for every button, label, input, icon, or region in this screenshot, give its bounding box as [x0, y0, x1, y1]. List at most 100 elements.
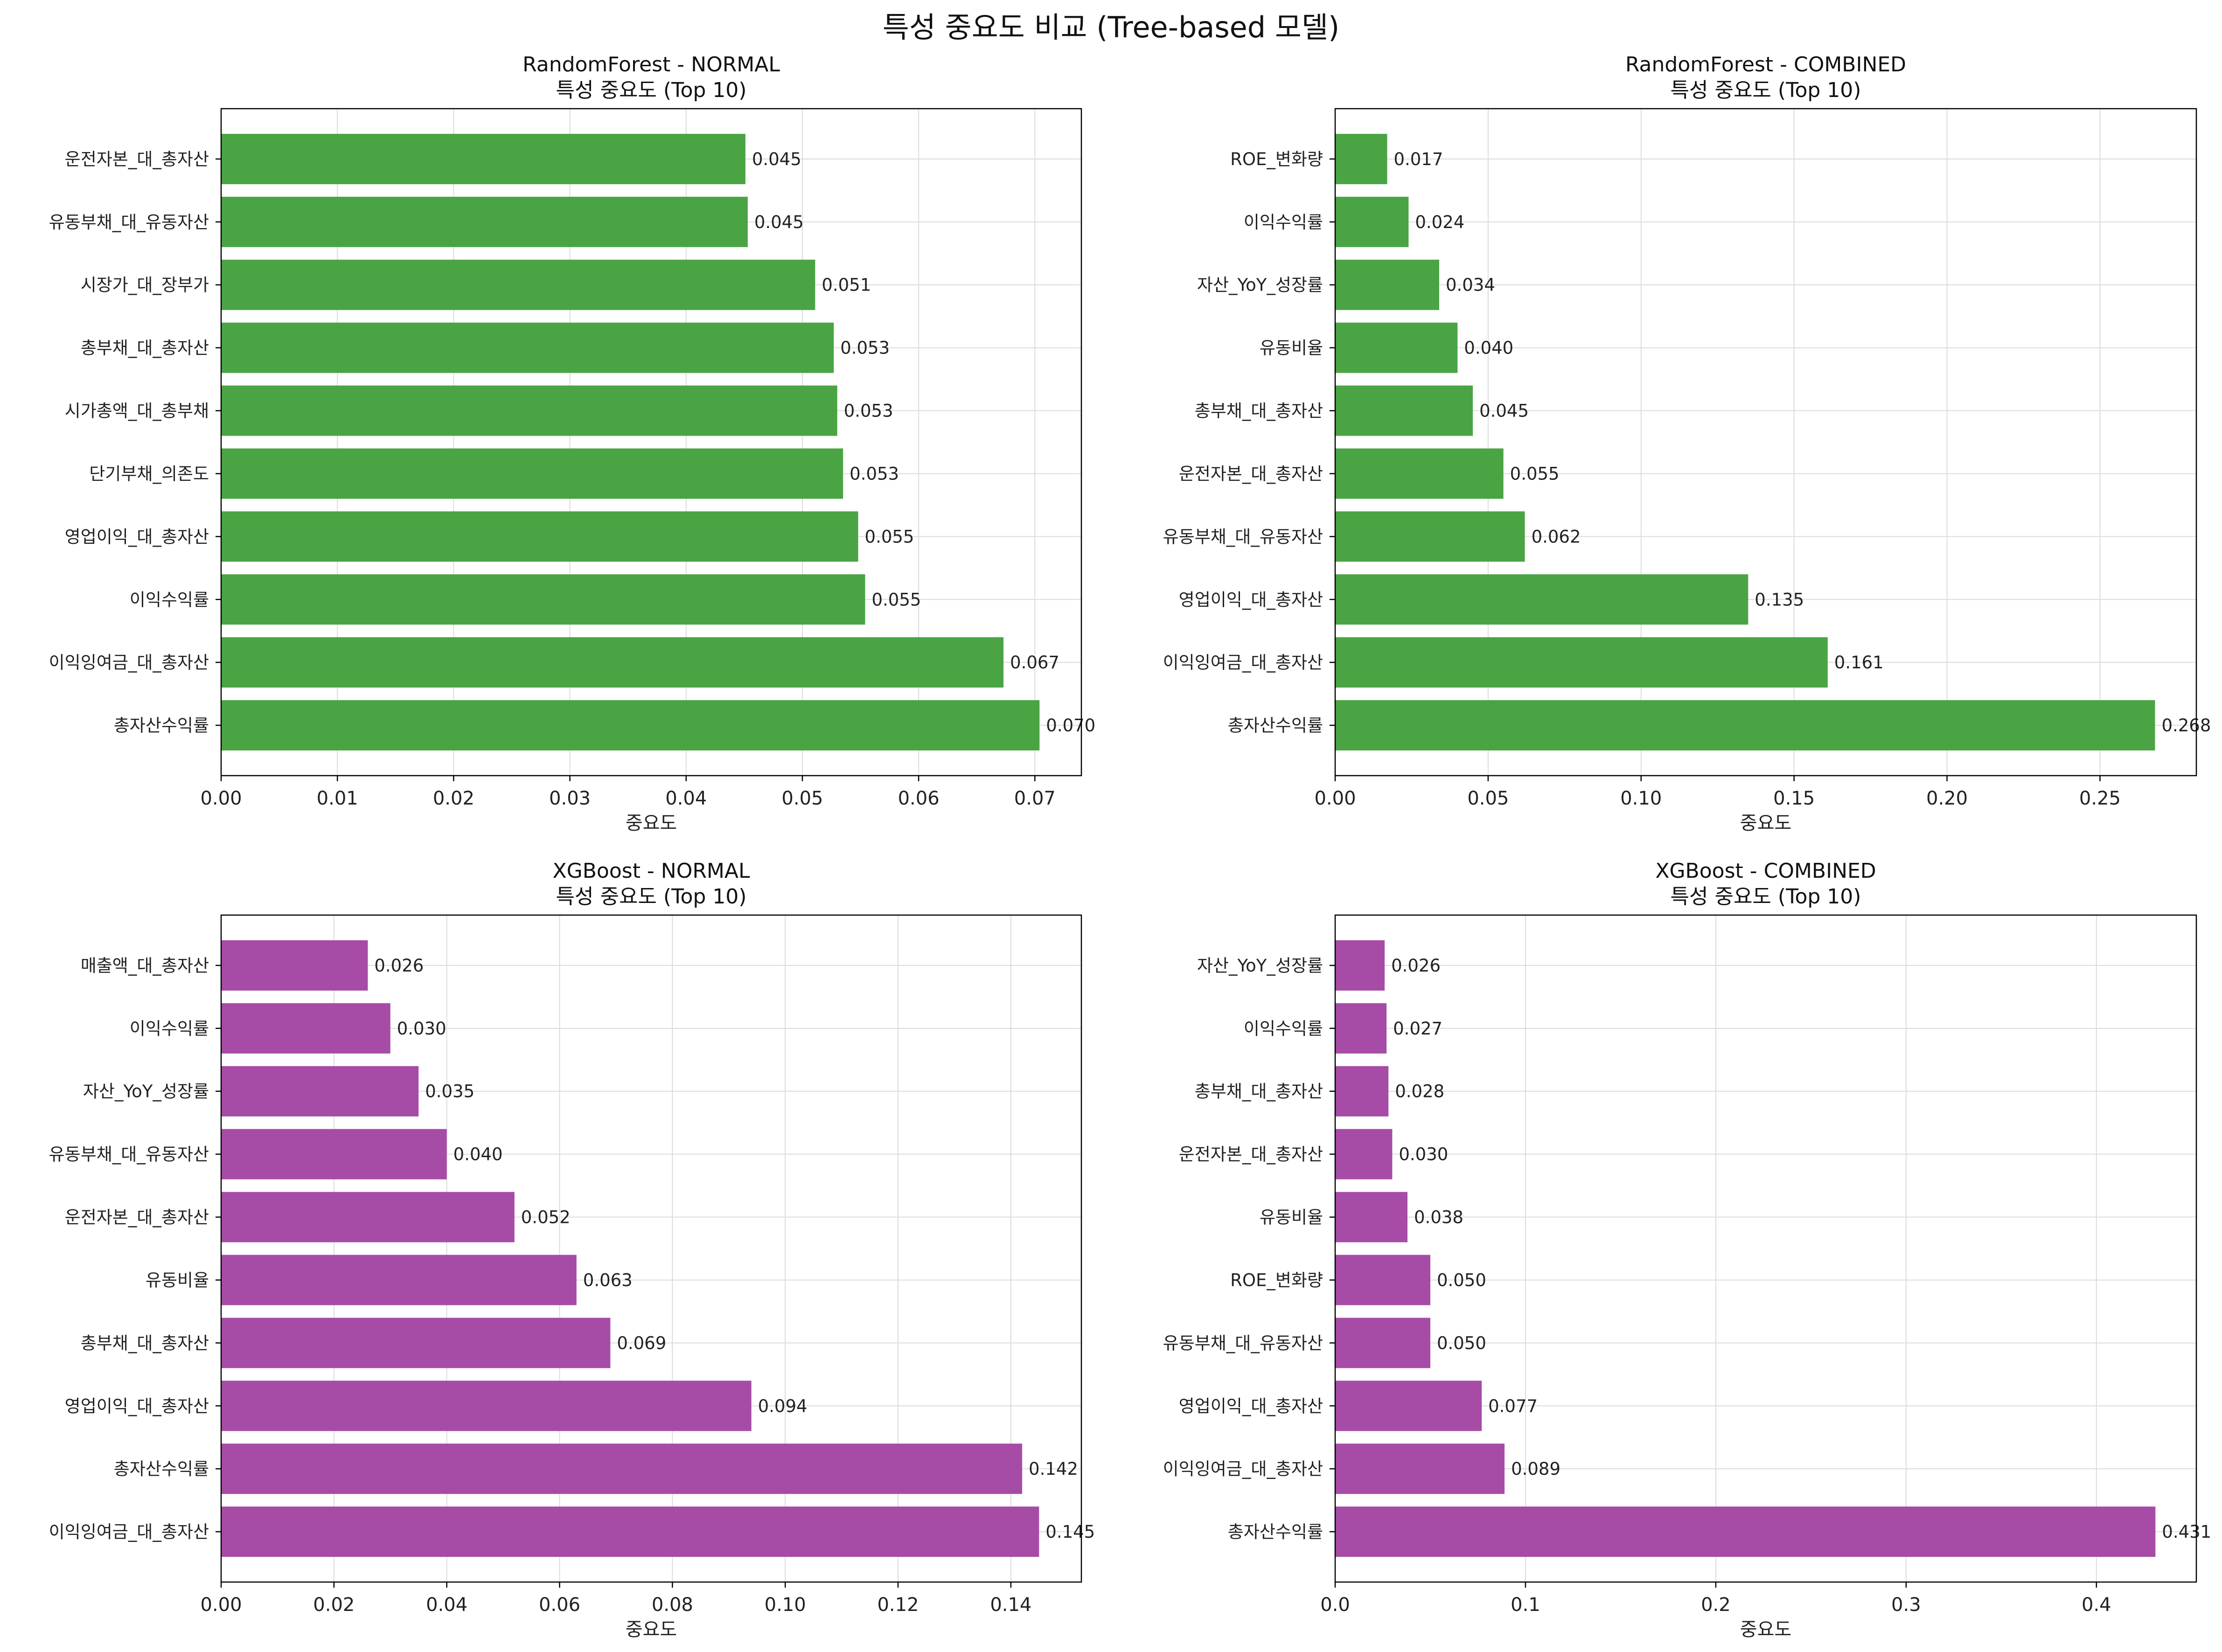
bar-0-1: [221, 196, 748, 247]
x-tick-label: 0.01: [317, 788, 358, 809]
category-label: 이익잉여금_대_총자산: [1163, 652, 1323, 673]
category-label: ROE_변화량: [1230, 1270, 1323, 1290]
bar-2-4: [221, 1192, 515, 1242]
x-tick-label: 0.2: [1701, 1594, 1731, 1616]
category-label: 이익잉여금_대_총자산: [49, 652, 209, 673]
x-tick-label: 0.05: [781, 788, 823, 809]
value-label: 0.145: [1045, 1522, 1095, 1542]
bar-1-0: [1335, 133, 1387, 184]
value-label: 0.045: [752, 149, 801, 169]
value-label: 0.030: [397, 1019, 446, 1039]
bar-3-2: [1335, 1066, 1389, 1117]
bar-1-1: [1335, 196, 1409, 247]
bar-1-3: [1335, 322, 1458, 373]
value-label: 0.026: [1391, 956, 1441, 976]
value-label: 0.055: [865, 527, 914, 547]
category-label: 총자산수익률: [1228, 715, 1323, 736]
x-tick-label: 0.25: [2079, 788, 2121, 809]
bar-2-7: [221, 1381, 752, 1431]
x-tick-label: 0.15: [1773, 788, 1815, 809]
category-label: 영업이익_대_총자산: [1179, 1396, 1323, 1416]
category-label: 자산_YoY_성장률: [1197, 275, 1323, 295]
value-label: 0.051: [822, 275, 871, 295]
x-tick-label: 0.1: [1511, 1594, 1540, 1616]
value-label: 0.063: [583, 1270, 633, 1290]
value-label: 0.053: [840, 338, 890, 358]
value-label: 0.069: [617, 1333, 666, 1353]
category-label: 운전자본_대_총자산: [1179, 464, 1323, 484]
category-label: 유동비율: [1260, 1208, 1323, 1228]
x-tick-label: 0.10: [1620, 788, 1662, 809]
value-label: 0.094: [758, 1396, 808, 1416]
value-label: 0.070: [1046, 715, 1095, 736]
category-label: 총부채_대_총자산: [81, 338, 209, 358]
category-label: 총자산수익률: [114, 715, 209, 736]
value-label: 0.053: [850, 464, 899, 484]
x-tick-label: 0.04: [665, 788, 707, 809]
bar-3-7: [1335, 1381, 1482, 1431]
value-label: 0.062: [1532, 527, 1581, 547]
category-label: 이익수익률: [1244, 212, 1323, 232]
bar-0-3: [221, 322, 834, 373]
subplot-title: XGBoost - COMBINED: [1655, 859, 1876, 883]
bar-1-2: [1335, 259, 1439, 310]
bar-2-1: [221, 1003, 390, 1054]
value-label: 0.052: [521, 1208, 571, 1228]
value-label: 0.017: [1393, 149, 1443, 169]
value-label: 0.035: [425, 1082, 474, 1102]
value-label: 0.077: [1488, 1396, 1538, 1416]
plot-frame: [220, 914, 1082, 1583]
category-label: 자산_YoY_성장률: [1197, 956, 1323, 976]
x-tick-label: 0.05: [1467, 788, 1509, 809]
value-label: 0.142: [1029, 1459, 1078, 1479]
bar-3-4: [1335, 1192, 1408, 1242]
value-label: 0.026: [374, 956, 424, 976]
x-tick-label: 0.02: [433, 788, 474, 809]
value-label: 0.024: [1415, 212, 1464, 232]
category-label: 운전자본_대_총자산: [1179, 1145, 1323, 1165]
category-label: 유동부채_대_유동자산: [49, 212, 209, 232]
bar-1-9: [1335, 700, 2155, 751]
x-axis-label: 중요도: [1740, 812, 1791, 834]
category-label: 총자산수익률: [1228, 1522, 1323, 1542]
bar-3-0: [1335, 940, 1385, 991]
x-tick-label: 0.12: [877, 1594, 919, 1616]
x-tick-label: 0.02: [313, 1594, 355, 1616]
value-label: 0.040: [1464, 338, 1513, 358]
value-label: 0.067: [1010, 652, 1059, 673]
value-label: 0.034: [1446, 275, 1495, 295]
value-label: 0.161: [1834, 652, 1884, 673]
subplot-title: RandomForest - COMBINED: [1625, 53, 1906, 76]
x-axis-label: 중요도: [1740, 1619, 1791, 1640]
category-label: 총자산수익률: [114, 1459, 209, 1479]
bar-0-4: [221, 385, 837, 436]
plot-frame: [1334, 914, 2197, 1583]
value-label: 0.027: [1393, 1019, 1442, 1039]
bar-1-6: [1335, 511, 1525, 562]
x-tick-label: 0.0: [1320, 1594, 1350, 1616]
bar-0-8: [221, 637, 1004, 688]
category-label: 이익수익률: [130, 590, 209, 610]
subplot-subtitle: 특성 중요도 (Top 10): [1671, 885, 1861, 909]
x-tick-label: 0.00: [1314, 788, 1356, 809]
category-label: 운전자본_대_총자산: [65, 149, 209, 169]
category-label: ROE_변화량: [1230, 149, 1323, 169]
x-tick-label: 0.03: [549, 788, 591, 809]
bar-1-5: [1335, 448, 1504, 499]
subplot-subtitle: 특성 중요도 (Top 10): [556, 885, 747, 909]
bar-2-3: [221, 1129, 447, 1180]
subplot-title: XGBoost - NORMAL: [553, 859, 750, 883]
category-label: 시가총액_대_총부채: [65, 401, 209, 421]
bar-0-5: [221, 448, 843, 499]
bar-2-6: [221, 1318, 611, 1368]
category-label: 유동부채_대_유동자산: [1163, 527, 1323, 547]
subplot-title: RandomForest - NORMAL: [522, 53, 780, 76]
value-label: 0.055: [872, 590, 921, 610]
x-axis-label: 중요도: [626, 812, 677, 834]
category-label: 총부채_대_총자산: [1195, 401, 1323, 421]
bar-1-8: [1335, 637, 1828, 688]
subplot-subtitle: 특성 중요도 (Top 10): [1671, 78, 1861, 102]
category-label: 이익수익률: [130, 1019, 209, 1039]
bar-2-5: [221, 1255, 577, 1305]
